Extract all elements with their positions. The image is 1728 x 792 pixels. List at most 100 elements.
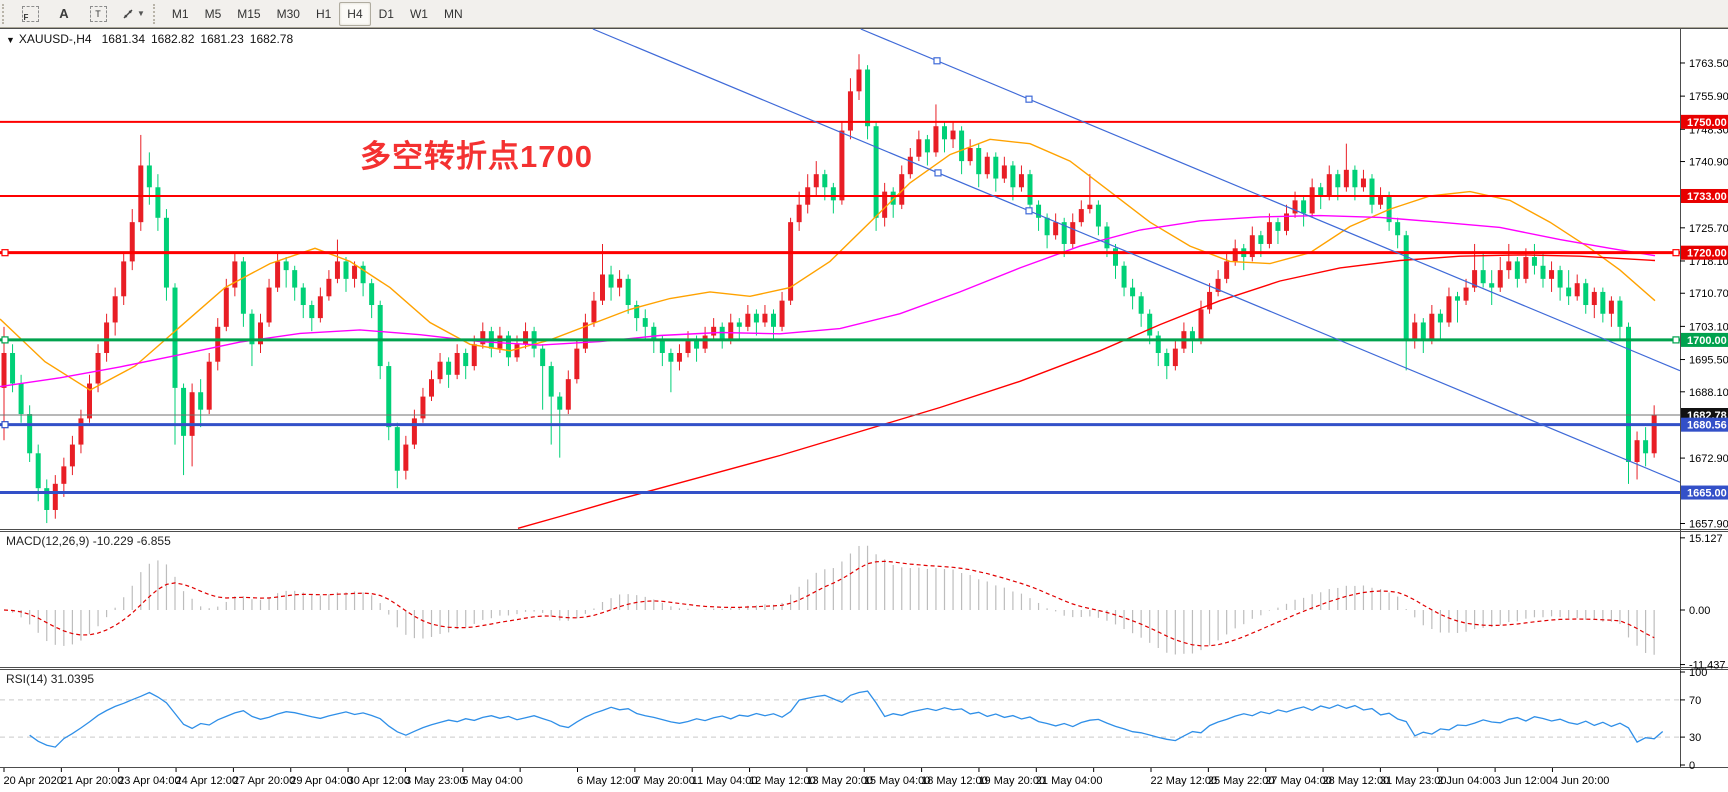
svg-text:28 May 12:00: 28 May 12:00 (1323, 775, 1390, 787)
object-handle[interactable] (1672, 249, 1680, 257)
ma-slow-red[interactable] (517, 254, 1656, 529)
svg-text:1695.50: 1695.50 (1689, 355, 1728, 367)
svg-text:15.127: 15.127 (1689, 533, 1723, 545)
timeframe-button-d1[interactable]: D1 (378, 6, 394, 21)
ohlc-readout: ▼ XAUUSD-,H4 1681.34 1682.82 1681.23 1682.78 (6, 32, 293, 46)
ma-fast-orange[interactable] (0, 138, 1656, 391)
svg-text:1763.50: 1763.50 (1689, 58, 1728, 70)
svg-text:21 Apr 20:00: 21 Apr 20:00 (61, 775, 123, 787)
svg-text:13 May 20:00: 13 May 20:00 (806, 775, 873, 787)
svg-text:27 May 04:00: 27 May 04:00 (1265, 775, 1332, 787)
svg-text:1733.00: 1733.00 (1687, 191, 1727, 203)
toolbar: F A T ▼ M1 M5 M15 M30 H1 H4 D1 W1 MN (0, 0, 1728, 28)
object-handle[interactable] (1025, 95, 1033, 103)
price-badge-1750.00 (1681, 114, 1728, 129)
svg-text:5 May 04:00: 5 May 04:00 (462, 775, 523, 787)
ma-mid-magenta[interactable] (0, 214, 1656, 388)
ohlc-open: 1681.34 (101, 32, 145, 46)
svg-text:30 Apr 12:00: 30 Apr 12:00 (348, 775, 410, 787)
object-handle[interactable] (1, 336, 9, 344)
svg-text:100: 100 (1689, 667, 1707, 679)
macd-indicator-label: MACD(12,26,9) -10.229 -6.855 (6, 534, 171, 548)
svg-text:1710.70: 1710.70 (1689, 288, 1728, 300)
svg-text:1672.90: 1672.90 (1689, 453, 1728, 465)
svg-text:23 Apr 04:00: 23 Apr 04:00 (118, 775, 180, 787)
price-badge-1680.56 (1681, 417, 1728, 432)
timeframe-button-m15[interactable]: M15 (237, 6, 261, 21)
object-handle[interactable] (934, 169, 942, 177)
price-badge-1665.00 (1681, 485, 1728, 500)
timeframe-button-m5[interactable]: M5 (204, 6, 222, 21)
object-handle[interactable] (1, 249, 9, 257)
svg-text:20 Apr 2020: 20 Apr 2020 (4, 775, 63, 787)
svg-text:1703.10: 1703.10 (1689, 321, 1728, 333)
svg-text:18 May 12:00: 18 May 12:00 (921, 775, 988, 787)
price-badge-1720.00 (1681, 245, 1728, 260)
text-box-icon[interactable]: T (82, 2, 114, 26)
svg-text:3 Jun 12:00: 3 Jun 12:00 (1495, 775, 1553, 787)
svg-text:1725.70: 1725.70 (1689, 223, 1728, 235)
svg-text:1750.00: 1750.00 (1687, 117, 1727, 129)
svg-text:1700.00: 1700.00 (1687, 335, 1727, 347)
svg-text:22 May 12:00: 22 May 12:00 (1151, 775, 1218, 787)
svg-text:1755.90: 1755.90 (1689, 91, 1728, 103)
candlestick-series (1, 54, 1657, 524)
svg-text:0: 0 (1689, 760, 1695, 772)
svg-text:1740.90: 1740.90 (1689, 157, 1728, 169)
rsi-line[interactable] (29, 690, 1664, 748)
svg-text:12 May 12:00: 12 May 12:00 (749, 775, 816, 787)
svg-text:4 Jun 20:00: 4 Jun 20:00 (1552, 775, 1610, 787)
macd-histogram (11, 545, 1655, 655)
timeframe-button-w1[interactable]: W1 (409, 6, 428, 21)
svg-text:3 May 23:00: 3 May 23:00 (405, 775, 466, 787)
ohlc-low: 1681.23 (200, 32, 244, 46)
fractals-grid-icon[interactable]: F (14, 2, 46, 26)
chevron-down-icon: ▼ (137, 9, 145, 18)
svg-text:11 May 04:00: 11 May 04:00 (692, 775, 758, 787)
svg-text:1680.56: 1680.56 (1687, 420, 1727, 432)
cursor-arrows-icon[interactable]: ▼ (116, 2, 150, 26)
macd-signal-line[interactable] (3, 560, 1655, 647)
descending-channel-lower[interactable] (592, 28, 1681, 483)
toolbar-grip[interactable] (2, 3, 9, 24)
timeframe-button-m30[interactable]: M30 (276, 6, 300, 21)
timeframe-button-h1[interactable]: H1 (315, 6, 332, 21)
toolbar-grip[interactable] (152, 3, 160, 24)
svg-text:0.00: 0.00 (1689, 605, 1710, 617)
svg-text:27 Apr 20:00: 27 Apr 20:00 (233, 775, 295, 787)
svg-text:1657.90: 1657.90 (1689, 519, 1728, 531)
chart-annotation-text[interactable]: 多空转折点1700 (360, 139, 593, 174)
svg-text:-11.437: -11.437 (1689, 660, 1726, 672)
price-badge-1733.00 (1681, 188, 1728, 203)
descending-channel-upper[interactable] (860, 28, 1681, 372)
ohlc-high: 1682.82 (151, 32, 195, 46)
symbol-period: XAUUSD-,H4 (18, 32, 92, 46)
svg-text:31 May 23:00: 31 May 23:00 (1380, 775, 1447, 787)
object-handle[interactable] (1, 421, 9, 429)
symbol-collapse-icon[interactable]: ▼ (6, 35, 15, 45)
text-label-icon[interactable]: A (59, 6, 69, 21)
svg-text:19 May 20:00: 19 May 20:00 (978, 775, 1045, 787)
object-handle[interactable] (1025, 207, 1033, 215)
svg-text:30: 30 (1689, 732, 1701, 744)
svg-text:29 Apr 04:00: 29 Apr 04:00 (290, 775, 352, 787)
svg-text:15 May 04:00: 15 May 04:00 (864, 775, 931, 787)
svg-text:24 Apr 12:00: 24 Apr 12:00 (176, 775, 238, 787)
svg-text:1720.00: 1720.00 (1687, 248, 1727, 260)
svg-text:21 May 04:00: 21 May 04:00 (1036, 775, 1103, 787)
object-handle[interactable] (933, 57, 941, 65)
svg-text:25 May 22:00: 25 May 22:00 (1208, 775, 1275, 787)
svg-text:6 May 12:00: 6 May 12:00 (577, 775, 638, 787)
ohlc-close: 1682.78 (249, 32, 294, 46)
price-badge-1700.00 (1681, 332, 1728, 347)
timeframe-button-mn[interactable]: MN (443, 6, 463, 21)
svg-text:70: 70 (1689, 695, 1701, 707)
timeframe-button-m1[interactable]: M1 (171, 6, 189, 21)
object-handle[interactable] (1672, 336, 1680, 344)
svg-text:1688.10: 1688.10 (1689, 387, 1728, 399)
timeframe-button-h4[interactable]: H4 (339, 1, 371, 26)
svg-text:1665.00: 1665.00 (1687, 488, 1727, 500)
